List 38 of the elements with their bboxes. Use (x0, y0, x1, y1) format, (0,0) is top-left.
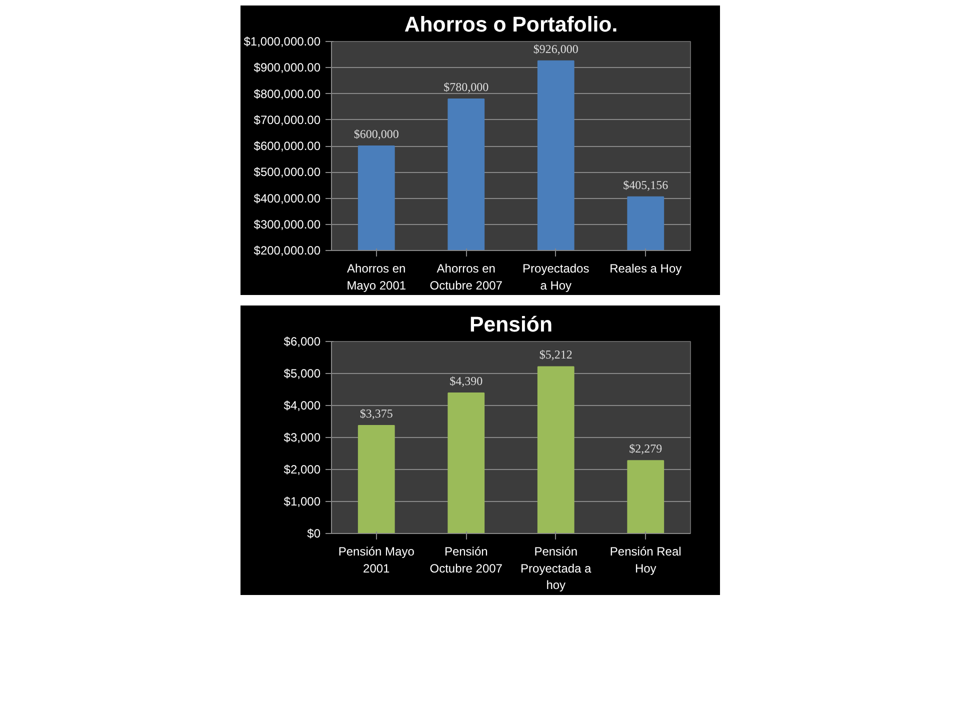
bar (537, 366, 574, 534)
x-tick-label: Pensión Proyectada a hoy (520, 544, 592, 592)
data-label: $3,375 (360, 406, 393, 420)
y-tick-label: $5,000 (284, 366, 321, 380)
y-tick-label: $800,000.00 (254, 86, 321, 101)
y-tick-label: $1,000 (284, 494, 321, 508)
y-tick-label: $0 (307, 526, 321, 540)
data-label: $780,000 (444, 80, 489, 94)
y-tick-label: $400,000.00 (254, 191, 321, 206)
bar (448, 392, 485, 534)
bar (627, 460, 664, 534)
y-tick-label: $900,000.00 (254, 60, 321, 75)
y-tick-label: $2,000 (284, 462, 321, 476)
y-tick-label: $700,000.00 (254, 112, 321, 127)
x-tick-label: Pensión Octubre 2007 (430, 544, 503, 576)
y-tick-label: $6,000 (284, 334, 321, 348)
y-tick-label: $200,000.00 (254, 244, 321, 258)
x-tick-label: Ahorros en Octubre 2007 (430, 262, 503, 292)
data-label: $600,000 (354, 127, 399, 141)
x-tick-label: Pensión Mayo 2001 (338, 544, 415, 576)
x-tick-label: Pensión Real Hoy (610, 544, 682, 576)
data-label: $5,212 (539, 348, 572, 362)
x-tick-label: Proyectados a Hoy (522, 262, 590, 292)
data-label: $4,390 (450, 374, 483, 388)
y-tick-label: $600,000.00 (254, 139, 321, 153)
data-label: $926,000 (533, 42, 578, 56)
data-label: $405,156 (623, 178, 668, 192)
y-tick-label: $4,000 (284, 398, 321, 412)
chart-title: Pensión (470, 312, 552, 336)
bar (358, 425, 395, 534)
chart-title: Ahorros o Portafolio. (404, 12, 618, 36)
x-tick-label: Reales a Hoy (610, 262, 682, 276)
y-tick-label: $1,000,000.00 (244, 34, 321, 48)
data-label: $2,279 (629, 442, 662, 456)
x-tick-label: Ahorros en Mayo 2001 (346, 262, 406, 292)
y-tick-label: $3,000 (284, 430, 321, 444)
y-tick-label: $500,000.00 (254, 165, 321, 180)
y-tick-label: $300,000.00 (254, 217, 321, 232)
